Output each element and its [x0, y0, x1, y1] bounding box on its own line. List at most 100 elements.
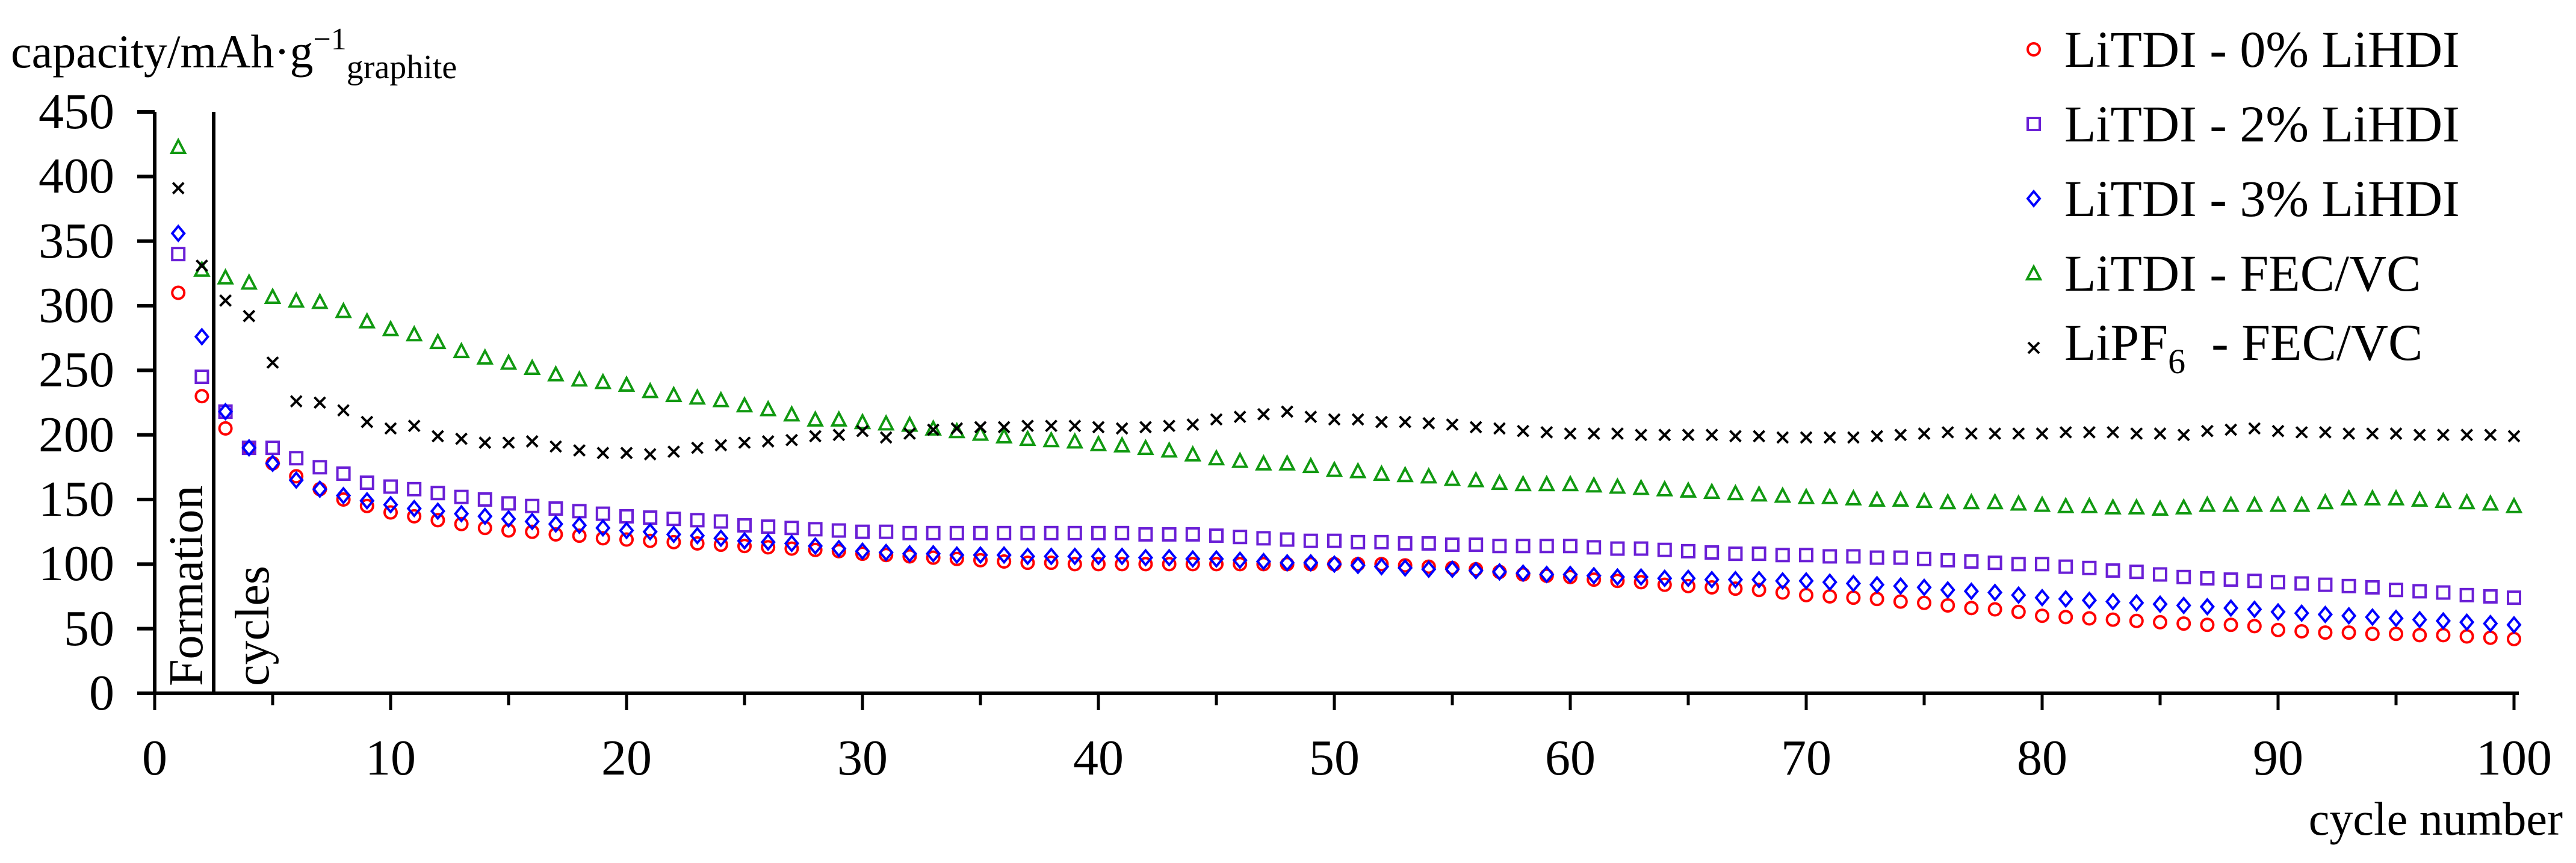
data-point [618, 375, 636, 392]
data-point [2340, 489, 2358, 506]
x-tick-label: 10 [365, 730, 416, 786]
data-point [455, 432, 468, 445]
data-point [620, 447, 633, 460]
data-point [1704, 570, 1720, 589]
data-point [1587, 427, 1600, 440]
data-point [572, 504, 587, 519]
data-point [1350, 556, 1366, 575]
data-point [666, 534, 681, 549]
data-point [359, 498, 374, 513]
data-point [1917, 551, 1931, 566]
data-point [902, 525, 917, 540]
data-point [996, 546, 1012, 565]
data-point [2223, 617, 2238, 633]
data-point [2294, 576, 2309, 591]
legend-item-litdi-fec-vc: LiTDI - FEC/VC [2016, 236, 2460, 311]
data-point [1469, 537, 1484, 552]
data-point [194, 389, 209, 404]
data-point [1020, 525, 1035, 540]
data-point [335, 302, 352, 318]
series-x [172, 182, 2521, 461]
data-point [1091, 557, 1106, 572]
data-point [1209, 549, 1224, 568]
data-point [1351, 413, 1364, 426]
data-point [1939, 492, 1957, 510]
data-point [619, 532, 634, 547]
data-point [1327, 557, 1342, 572]
data-point [1304, 410, 1317, 424]
data-point [1610, 541, 1625, 556]
data-point [2129, 565, 2144, 580]
data-point [2011, 557, 2026, 572]
data-point [1868, 490, 1886, 507]
data-point [1775, 572, 1791, 590]
data-point [689, 388, 706, 405]
data-point [2130, 427, 2143, 440]
data-point [1043, 547, 1059, 566]
data-point [738, 436, 751, 449]
x-tick-label: 40 [1073, 730, 1124, 786]
x-tick-label: 80 [2017, 730, 2067, 786]
cycles-annotation: cycles [226, 566, 279, 686]
data-point [2435, 491, 2452, 509]
data-point [2035, 557, 2049, 572]
diamond-marker-icon [2026, 189, 2042, 208]
data-point [735, 395, 754, 413]
data-point [476, 348, 494, 365]
data-point [1871, 430, 1884, 443]
data-point [1846, 549, 1861, 564]
data-point [2128, 498, 2146, 515]
data-point [1161, 548, 1177, 567]
data-point [2459, 613, 2475, 632]
data-point [1680, 569, 1696, 588]
data-point [2389, 583, 2403, 598]
data-point [337, 404, 350, 417]
data-point [525, 435, 539, 448]
data-point [1940, 552, 1955, 568]
data-point [2483, 614, 2498, 633]
legend: LiTDI - 0% LiHDI LiTDI - 2% LiHDI LiTDI … [2016, 12, 2460, 385]
data-point [785, 433, 798, 447]
data-point [265, 454, 280, 473]
data-point [2294, 623, 2309, 639]
data-point [2059, 425, 2072, 439]
data-point [2033, 495, 2051, 512]
data-point [901, 415, 918, 432]
data-point [406, 499, 422, 518]
data-point [1422, 416, 1435, 430]
data-point [1776, 431, 1789, 444]
data-point [1869, 550, 1884, 565]
data-point [1163, 419, 1176, 433]
data-point [737, 539, 752, 554]
formation-annotation: Formation [160, 485, 213, 686]
data-point [1137, 438, 1154, 456]
data-point [1444, 560, 1460, 579]
x-axis-label: cycle number [2308, 793, 2563, 845]
data-point [596, 447, 610, 460]
data-point [265, 456, 280, 471]
data-point [1965, 427, 1978, 440]
data-point [1233, 530, 1248, 545]
data-point [1963, 582, 1980, 601]
data-point [2200, 617, 2215, 633]
data-point [1374, 534, 1389, 549]
data-point [1091, 525, 1106, 540]
data-point [1207, 448, 1225, 466]
data-point [1847, 431, 1860, 444]
legend-label: LiTDI - FEC/VC [2064, 244, 2421, 302]
data-point [690, 536, 705, 551]
data-point [807, 410, 824, 427]
data-point [1067, 525, 1082, 540]
data-point [1231, 451, 1249, 468]
data-point [1514, 474, 1532, 492]
data-point [1587, 540, 1602, 555]
data-point [1750, 485, 1768, 502]
data-point [1209, 528, 1224, 543]
data-point [382, 320, 400, 336]
data-point [808, 542, 823, 557]
data-point [571, 516, 587, 535]
data-point [1092, 421, 1105, 434]
data-point [1467, 471, 1485, 487]
data-point [595, 519, 611, 537]
data-point [1020, 555, 1035, 571]
